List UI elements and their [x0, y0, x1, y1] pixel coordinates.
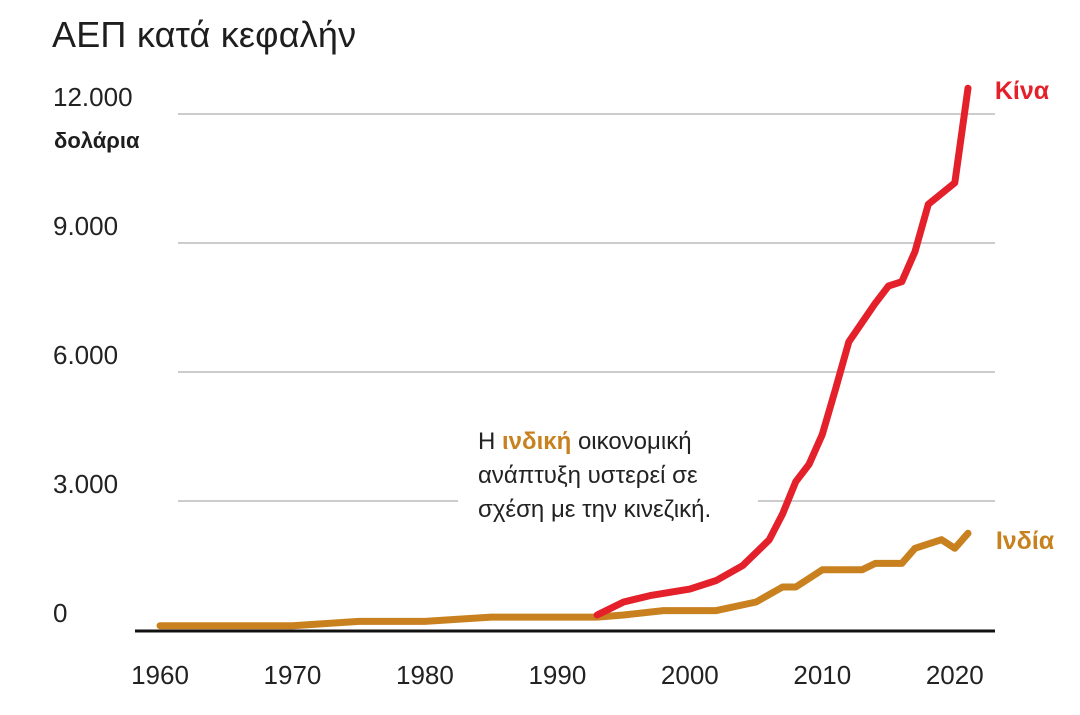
- chart-title: ΑΕΠ κατά κεφαλήν: [52, 14, 357, 55]
- x-tick-labels: 1960 1970 1980 1990 2000 2010 2020: [131, 660, 984, 690]
- x-tick-label: 2020: [926, 660, 984, 690]
- annotation: Η ινδική οικονομική ανάπτυξη υστερεί σε …: [458, 425, 758, 531]
- y-axis-unit-label: δολάρια: [54, 128, 140, 153]
- y-tick-labels: 0 3.000 6.000 9.000 12.000: [53, 82, 133, 628]
- annotation-highlight: ινδική: [502, 428, 572, 455]
- series-label-1: Κίνα: [995, 77, 1050, 105]
- y-tick-label: 3.000: [53, 469, 118, 499]
- series-line-0: [156, 529, 972, 630]
- gridlines: [135, 113, 995, 633]
- x-tick-label: 1970: [264, 660, 322, 690]
- x-tick-label: 2000: [661, 660, 719, 690]
- series-labels: Ινδία Κίνα: [995, 77, 1055, 555]
- series-lines: [156, 84, 972, 630]
- series-line-1: [593, 84, 972, 619]
- x-tick-label: 2010: [793, 660, 851, 690]
- y-tick-label: 6.000: [53, 340, 118, 370]
- y-tick-label: 12.000: [53, 82, 133, 112]
- y-tick-label: 9.000: [53, 211, 118, 241]
- x-tick-label: 1960: [131, 660, 189, 690]
- annotation-prefix: Η: [478, 428, 502, 455]
- annotation-suffix: οικονομική ανάπτυξη υστερεί σε σχέση με …: [478, 428, 712, 523]
- y-tick-label: 0: [53, 598, 67, 628]
- series-label-0: Ινδία: [996, 527, 1055, 555]
- x-tick-label: 1990: [528, 660, 586, 690]
- x-tick-label: 1980: [396, 660, 454, 690]
